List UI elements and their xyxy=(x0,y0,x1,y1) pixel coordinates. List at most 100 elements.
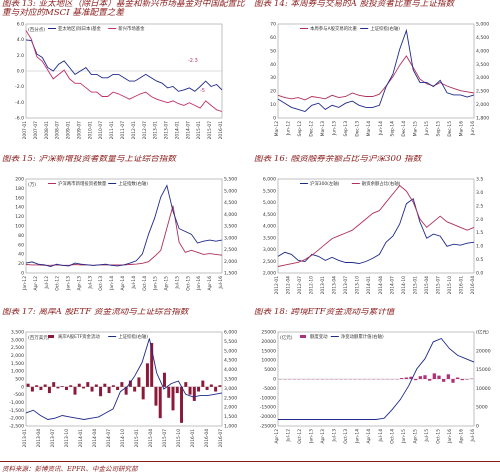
y-tick-label: 140 xyxy=(15,205,24,211)
bar xyxy=(167,386,171,398)
x-tick-label: Apr-13 xyxy=(320,429,326,444)
bar xyxy=(99,386,103,397)
x-tick-label: Jun-14 xyxy=(378,121,384,136)
y-tick-label: 120 xyxy=(15,214,24,220)
x-tick-label: Dec-14 xyxy=(401,121,407,137)
x-tick-label: Jun-15 xyxy=(424,121,430,136)
y-tick-label: -6.0 xyxy=(15,116,24,122)
x-tick-label: 2008-01 xyxy=(44,121,50,140)
y-tick-label: 3,500 xyxy=(263,235,276,241)
y-tick-label: 0 xyxy=(21,384,24,390)
x-tick-label: 2015-10 xyxy=(447,276,453,295)
y-tick-label: -25000 xyxy=(260,424,276,430)
bar xyxy=(188,386,192,395)
y-tick-label: -20000 xyxy=(260,414,276,420)
x-tick-label: Jul-12 xyxy=(286,429,292,443)
y-axis-label: (百分点) xyxy=(28,26,45,33)
chart-title: 图表 18: 跨境ETF资金流动与累计值 xyxy=(254,308,395,317)
x-tick-label: 2014-07 xyxy=(106,429,112,448)
bar xyxy=(192,386,196,401)
y2-tick-label: 3.5 xyxy=(476,177,483,183)
x-tick-label: Jul-13 xyxy=(87,276,93,290)
legend-swatch xyxy=(300,335,306,338)
plot-frame xyxy=(277,23,475,119)
x-tick-label: 2011-01 xyxy=(109,121,115,140)
y2-tick-label: 2.0 xyxy=(476,217,483,223)
bar xyxy=(446,374,450,379)
y2-tick-label: 2.5 xyxy=(476,203,483,209)
y-tick-label: 0 xyxy=(273,116,276,122)
x-tick-label: 2015-04 xyxy=(424,276,430,295)
bar xyxy=(56,386,60,389)
x-tick-label: Jul-14 xyxy=(378,429,384,443)
x-tick-label: Jul-16 xyxy=(470,429,476,443)
bar xyxy=(64,386,68,390)
y2-tick-label: 2,500 xyxy=(476,89,489,95)
y-tick-label: 5,000 xyxy=(263,200,276,206)
bar xyxy=(120,382,124,387)
bar xyxy=(52,382,56,387)
x-tick-label: 2015-01 xyxy=(134,429,140,448)
x-tick-label: Oct-14 xyxy=(389,429,395,444)
x-tick-label: Apr-12 xyxy=(274,429,280,444)
y2-tick-label: 5,500 xyxy=(224,177,237,183)
x-tick-label: Jul-16 xyxy=(218,276,224,290)
y2-tick-label: 1,800 xyxy=(476,116,489,122)
y-tick-label: -15000 xyxy=(260,405,276,411)
x-tick-label: Jul-14 xyxy=(131,276,137,290)
y-tick-label: 30 xyxy=(270,75,276,81)
x-tick-label: 2015-07 xyxy=(207,121,213,140)
bar xyxy=(162,372,166,387)
y-tick-label: 1,000 xyxy=(11,369,24,375)
bar xyxy=(209,384,213,387)
x-tick-label: Jan-16 xyxy=(196,276,202,291)
y2-tick-label: 20000 xyxy=(476,348,491,354)
x-tick-label: 2015-07 xyxy=(162,429,168,448)
legend-label: 沪深300(左轴) xyxy=(310,180,340,187)
legend-label: 融资余额占比(右轴) xyxy=(362,180,401,187)
y-tick-label: 40 xyxy=(18,252,24,258)
annotation-label: -5 xyxy=(200,88,205,94)
bar xyxy=(30,386,34,392)
y-tick-label: 2,000 xyxy=(11,353,24,359)
y-tick-label: 5000 xyxy=(264,367,276,373)
bar xyxy=(414,379,418,381)
y2-tick-label: 3,500 xyxy=(476,62,489,68)
x-tick-label: Jul-15 xyxy=(174,276,180,290)
x-tick-label: 2013-10 xyxy=(64,429,70,448)
bar xyxy=(409,376,413,379)
x-tick-label: Oct-13 xyxy=(98,276,104,291)
x-tick-label: Dec-13 xyxy=(355,121,361,137)
x-tick-label: 2012-01 xyxy=(274,276,280,295)
x-tick-label: 2014-01 xyxy=(366,276,372,295)
x-tick-label: 2007-01 xyxy=(22,121,28,140)
y-tick-label: -500 xyxy=(14,392,25,398)
legend-label: 额度变动 xyxy=(310,333,328,340)
bar xyxy=(133,386,137,392)
x-tick-label: Apr-13 xyxy=(76,276,82,291)
y-tick-label: -4.0 xyxy=(15,100,24,106)
x-tick-label: Dec-12 xyxy=(309,121,315,137)
y-tick-label: 100 xyxy=(15,224,24,230)
legend-label: 离岸A股ETF资金流动 xyxy=(58,333,100,340)
chart-panel-14: 图表 14: 本周券与交易的A 股投资者比重与上证指数 70 60 50 40 30 20… xyxy=(252,0,500,155)
bar xyxy=(43,384,47,387)
y-tick-label: 3,000 xyxy=(11,337,24,343)
y2-tick-label: 4,000 xyxy=(224,212,237,218)
x-tick-label: 2016-07 xyxy=(218,429,224,448)
legend-label: 上证综指(右轴) xyxy=(118,333,148,340)
y-tick-label: 10000 xyxy=(261,358,276,364)
y-axis-label: (百万美元) xyxy=(28,334,50,341)
x-tick-label: 2012-07 xyxy=(297,276,303,295)
chart-area: 6,000 5,500 5,000 4,500 4,000 3,500 3,000 2,500… xyxy=(263,177,484,295)
bar xyxy=(400,378,404,379)
y2-tick-label: 0 xyxy=(476,424,479,430)
x-tick-label: Mar-12 xyxy=(274,121,280,136)
x-tick-label: Mar-16 xyxy=(458,121,464,136)
y-tick-label: 4.0 xyxy=(17,37,24,43)
y2-tick-label: 3,500 xyxy=(224,377,237,383)
x-tick-label: 2013-04 xyxy=(332,276,338,295)
divider xyxy=(0,461,500,462)
y2-tick-label: 4,000 xyxy=(224,367,237,373)
bar xyxy=(180,386,184,423)
